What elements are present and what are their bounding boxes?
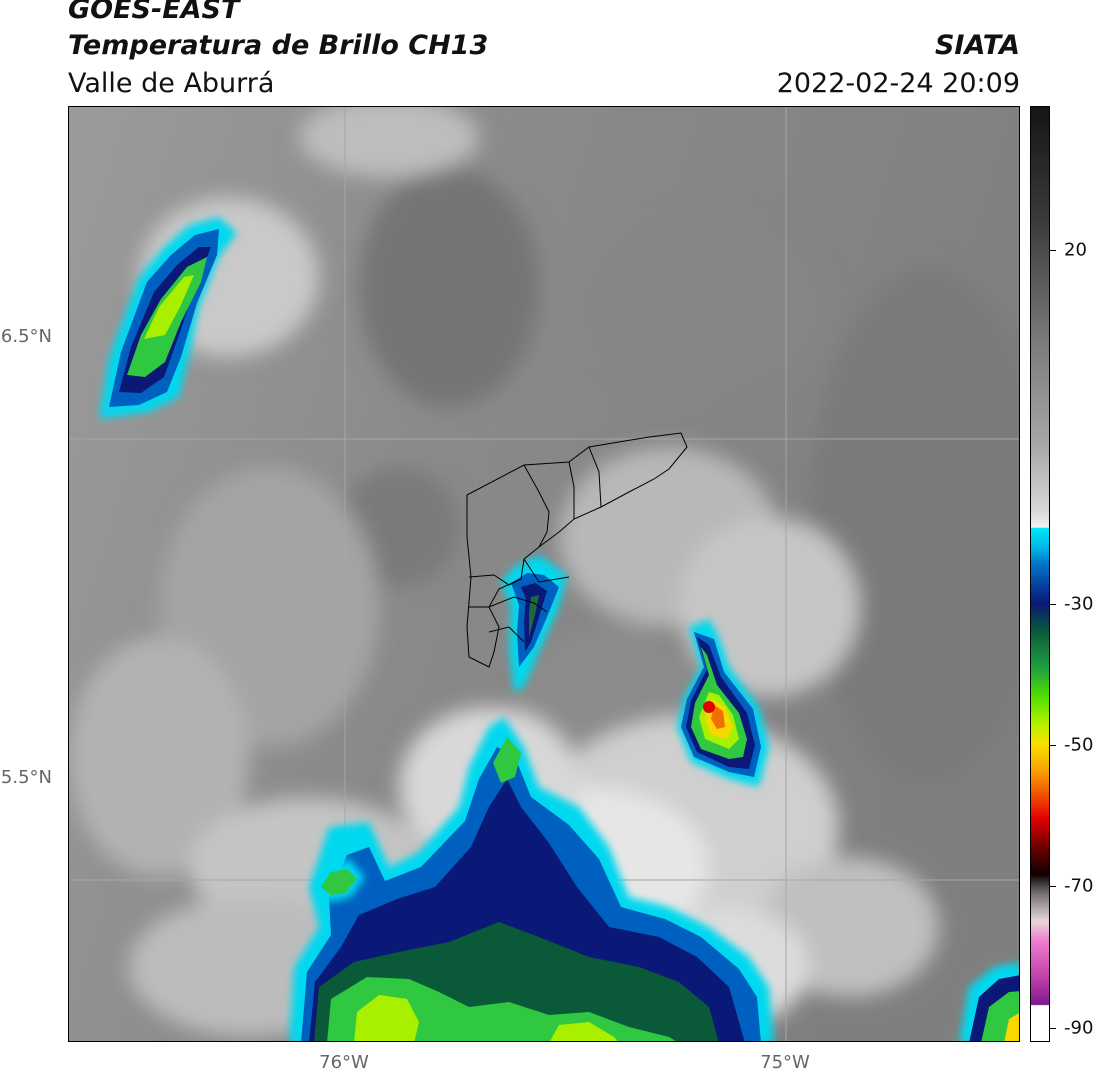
- cold-cloud-southeast-corner: [959, 962, 1019, 1041]
- colorbar-label-minus30: -30: [1064, 593, 1094, 615]
- cold-cloud-valley: [501, 555, 567, 692]
- colorbar: [1030, 106, 1050, 1042]
- cold-cloud-east: [677, 619, 769, 787]
- lat-label-6-5: 6.5°N: [0, 326, 52, 347]
- municipal-boundaries: [466, 432, 688, 668]
- satellite-map: [68, 106, 1020, 1042]
- colorbar-tick: [1050, 745, 1056, 746]
- organization-label: SIATA: [934, 30, 1020, 61]
- colorbar-label-20: 20: [1064, 239, 1087, 261]
- satellite-title: GOES-EAST: [68, 0, 240, 25]
- lon-label-76: 76°W: [319, 1052, 369, 1073]
- colorbar-label-minus90: -90: [1064, 1017, 1094, 1039]
- product-title: Temperatura de Brillo CH13: [68, 30, 489, 61]
- colorbar-tick: [1050, 604, 1056, 605]
- colorbar-gradient: [1031, 107, 1049, 1041]
- colorbar-tick: [1050, 250, 1056, 251]
- colorbar-label-minus50: -50: [1064, 734, 1094, 756]
- lat-label-5-5: 5.5°N: [0, 767, 52, 788]
- colorbar-tick: [1050, 886, 1056, 887]
- region-label: Valle de Aburrá: [68, 68, 275, 99]
- brightness-temperature-field: [69, 107, 1019, 1041]
- lon-label-75: 75°W: [760, 1052, 810, 1073]
- cold-cloud-northwest: [99, 217, 237, 419]
- colorbar-tick: [1050, 1028, 1056, 1029]
- datetime-label: 2022-02-24 20:09: [776, 68, 1020, 99]
- colorbar-label-minus70: -70: [1064, 875, 1094, 897]
- cold-cloud-south: [289, 717, 774, 1041]
